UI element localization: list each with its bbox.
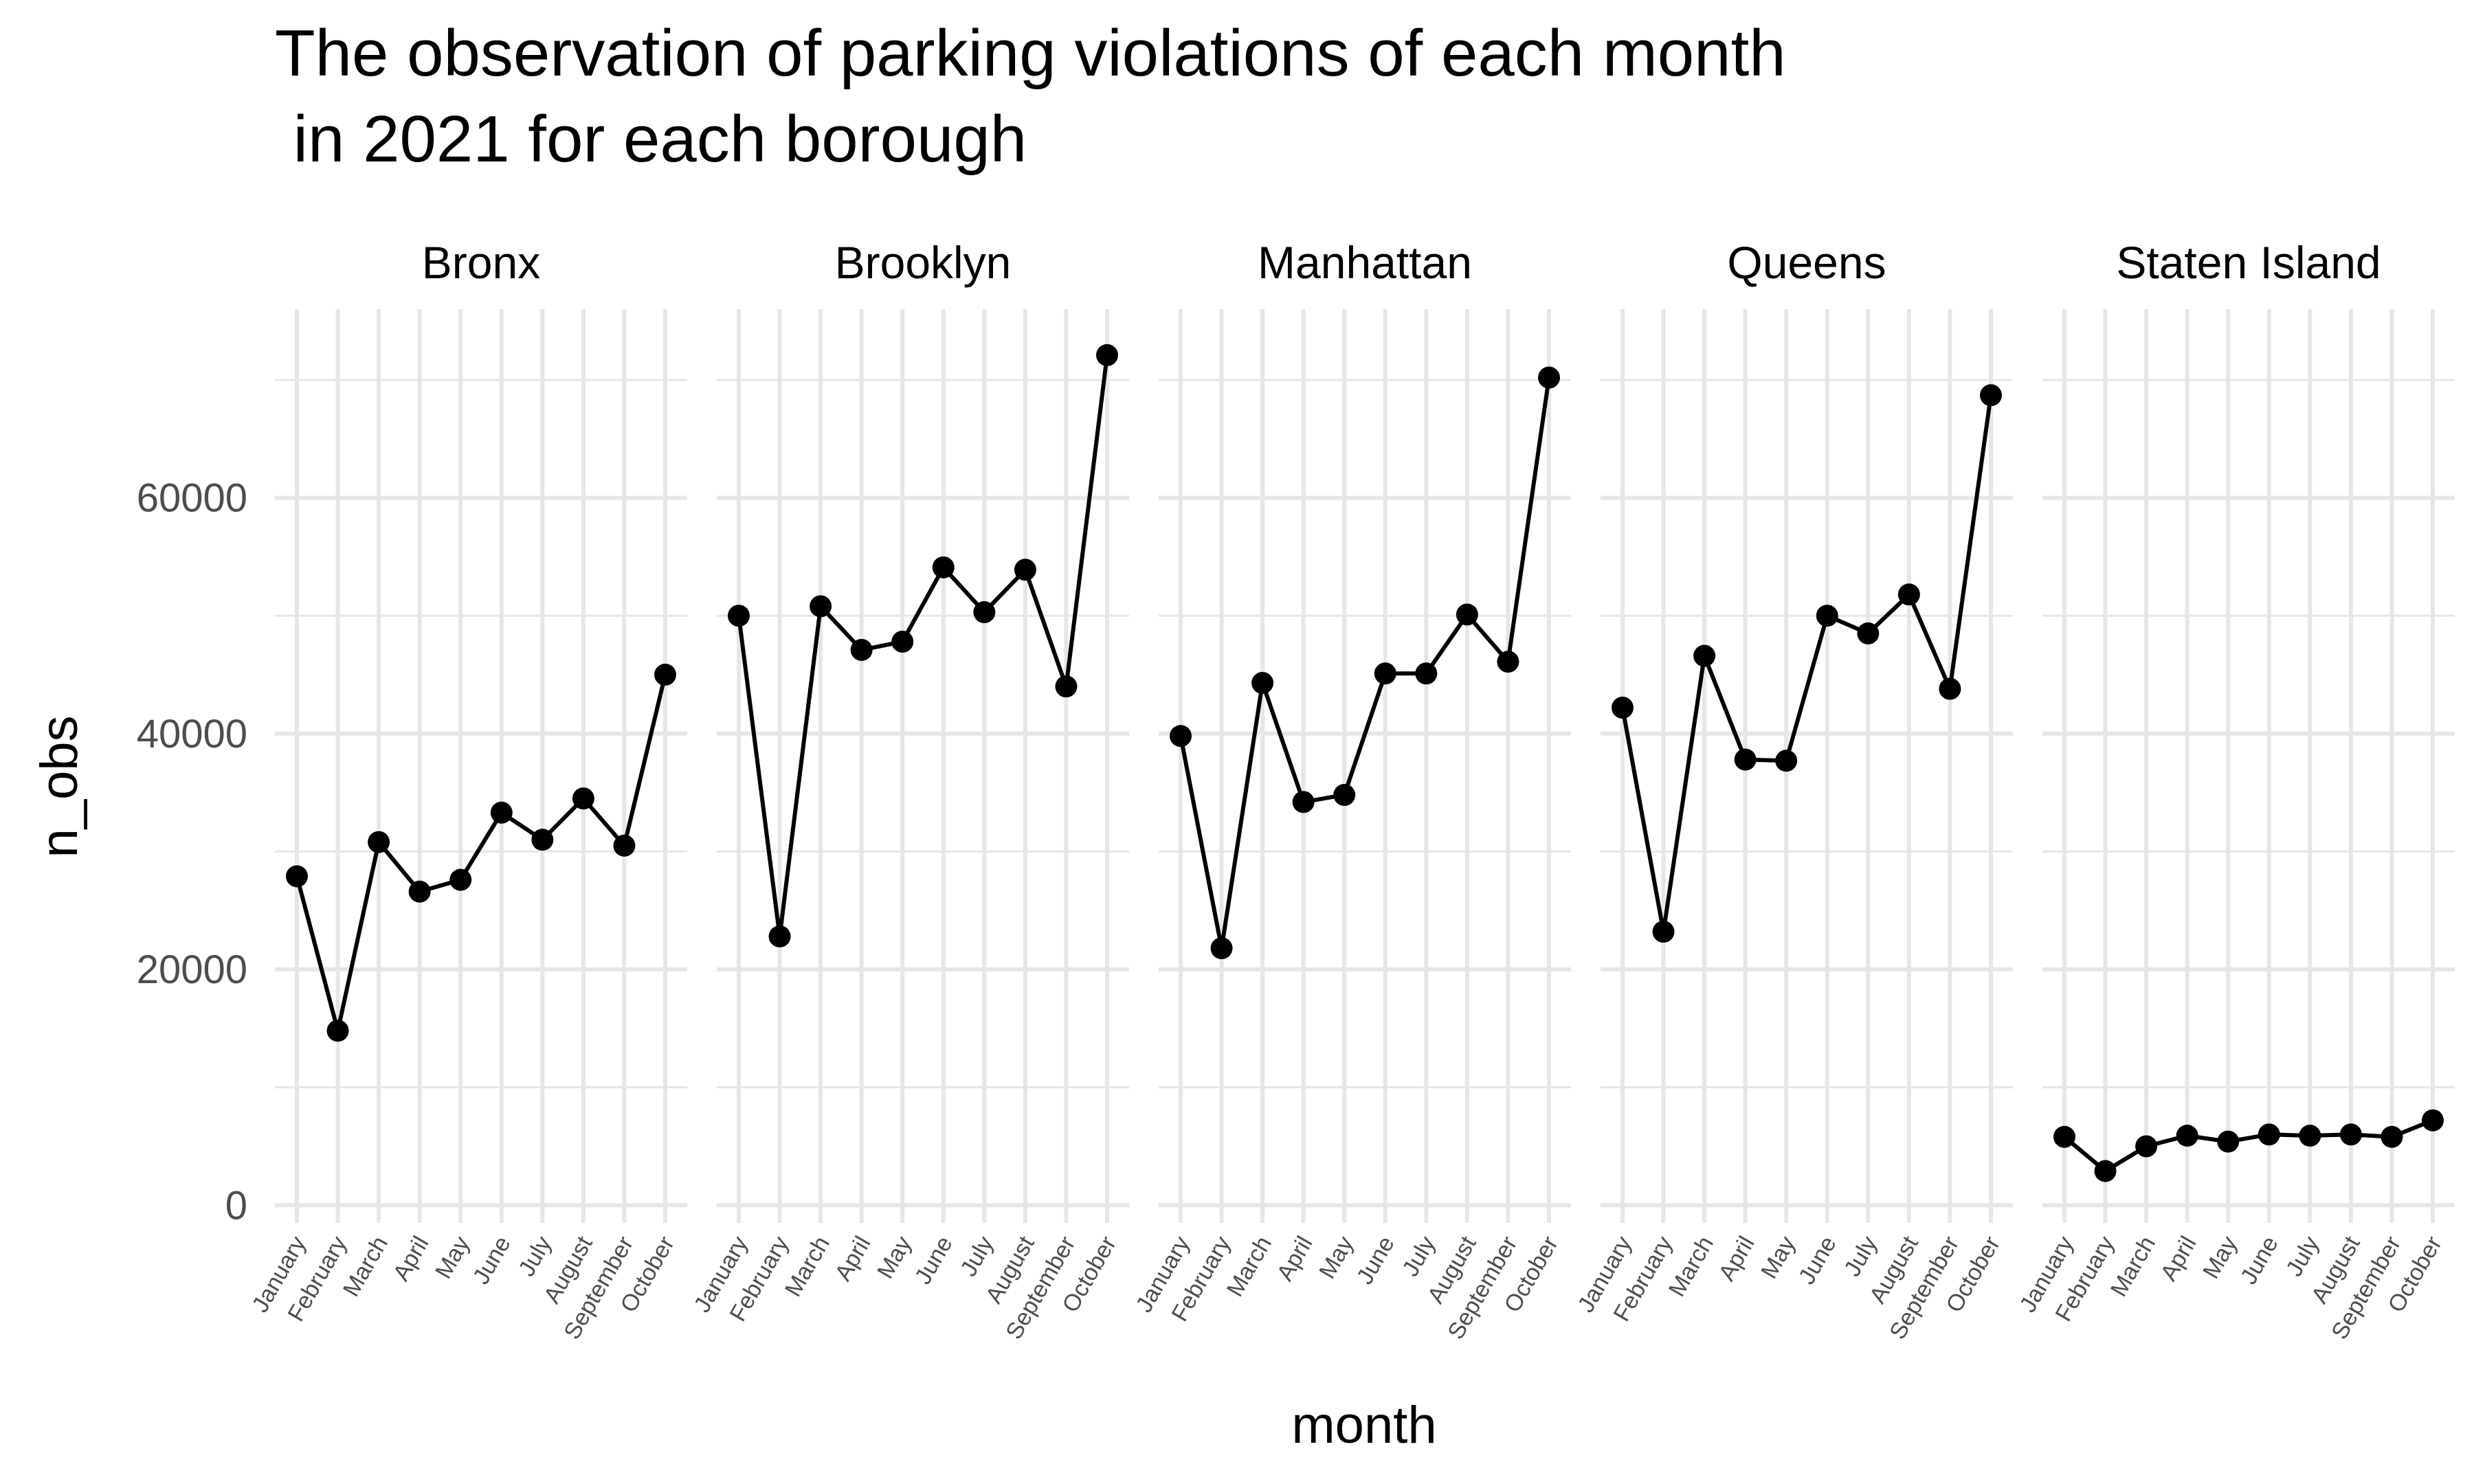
series-layer [286, 344, 2444, 1182]
data-point-queens-october [1980, 384, 2002, 407]
data-point-manhattan-may [1333, 784, 1356, 807]
panel-bronx [275, 309, 687, 1223]
data-point-manhattan-october [1538, 366, 1560, 389]
data-point-bronx-september [613, 834, 636, 857]
data-point-queens-may [1775, 750, 1798, 772]
series-line-manhattan [1179, 377, 1551, 951]
x-axis-label: month [1291, 1396, 1436, 1454]
chart-title-line-1: The observation of parking violations of… [275, 16, 1786, 90]
data-point-bronx-april [408, 880, 431, 903]
data-point-staten-island-january [2053, 1125, 2075, 1148]
data-point-manhattan-april [1292, 791, 1315, 813]
data-point-queens-june [1816, 605, 1838, 627]
data-point-queens-february [1652, 921, 1675, 943]
data-point-staten-island-october [2422, 1109, 2444, 1132]
data-point-brooklyn-september [1055, 675, 1078, 698]
chart-title-line-2: in 2021 for each borough [275, 102, 1027, 176]
data-point-brooklyn-october [1096, 344, 1118, 366]
facet-label-manhattan: Manhattan [1258, 237, 1472, 288]
data-point-queens-july [1857, 622, 1880, 644]
data-point-bronx-october [654, 664, 676, 686]
data-point-staten-island-march [2135, 1135, 2158, 1158]
data-point-manhattan-march [1251, 672, 1274, 695]
facet-label-staten-island: Staten Island [2116, 237, 2381, 288]
panel-staten-island [2042, 309, 2455, 1223]
panel-brooklyn [717, 309, 1129, 1223]
data-point-bronx-january [286, 865, 308, 888]
data-point-brooklyn-may [891, 630, 914, 653]
grid-layer [275, 309, 2455, 1223]
data-point-manhattan-august [1456, 603, 1478, 626]
y-tick-label: 20000 [137, 947, 247, 992]
data-point-bronx-may [449, 868, 472, 891]
data-point-staten-island-june [2258, 1123, 2280, 1146]
data-point-queens-april [1734, 748, 1757, 771]
series-line-bronx [295, 674, 667, 1033]
data-point-brooklyn-april [850, 638, 873, 661]
data-point-queens-september [1939, 677, 1961, 700]
data-point-queens-march [1693, 644, 1716, 667]
data-point-manhattan-february [1210, 937, 1233, 960]
series-line-queens [1620, 394, 1993, 934]
y-tick-label: 60000 [137, 476, 247, 521]
panel-queens [1601, 309, 2013, 1223]
data-point-bronx-february [326, 1020, 349, 1042]
y-tick-label: 0 [225, 1183, 247, 1228]
data-point-staten-island-august [2339, 1123, 2362, 1146]
facet-label-bronx: Bronx [422, 237, 540, 288]
data-point-brooklyn-august [1014, 559, 1036, 581]
y-tick-layer: 0 20000 40000 60000 [137, 476, 247, 1228]
data-point-brooklyn-july [973, 601, 996, 624]
data-point-staten-island-may [2217, 1130, 2240, 1153]
data-point-brooklyn-january [728, 605, 750, 627]
data-point-bronx-august [572, 787, 594, 810]
data-point-queens-january [1612, 697, 1634, 719]
series-line-brooklyn [737, 355, 1109, 938]
facet-label-brooklyn: Brooklyn [835, 237, 1012, 288]
y-tick-label: 40000 [137, 712, 247, 756]
data-point-manhattan-january [1170, 725, 1192, 747]
panel-manhattan [1159, 309, 1571, 1223]
data-point-queens-august [1897, 583, 1920, 606]
data-point-bronx-july [531, 829, 554, 851]
data-point-brooklyn-february [768, 925, 791, 947]
data-point-staten-island-july [2299, 1125, 2321, 1147]
data-point-manhattan-june [1374, 662, 1396, 685]
series-line-staten-island [2063, 1118, 2434, 1173]
data-point-manhattan-september [1497, 651, 1519, 673]
data-point-bronx-march [368, 831, 390, 853]
data-point-brooklyn-june [932, 556, 955, 578]
facet-label-queens: Queens [1727, 237, 1886, 288]
data-point-brooklyn-march [810, 595, 832, 618]
y-axis-label: n_obs [30, 715, 89, 857]
data-point-manhattan-july [1415, 662, 1438, 685]
data-point-staten-island-february [2094, 1160, 2117, 1182]
data-point-bronx-june [490, 801, 513, 824]
data-point-staten-island-september [2381, 1125, 2403, 1148]
data-point-staten-island-april [2176, 1125, 2198, 1147]
facet-label-layer: Bronx Brooklyn Manhattan Queens Staten Islan… [422, 237, 2381, 288]
